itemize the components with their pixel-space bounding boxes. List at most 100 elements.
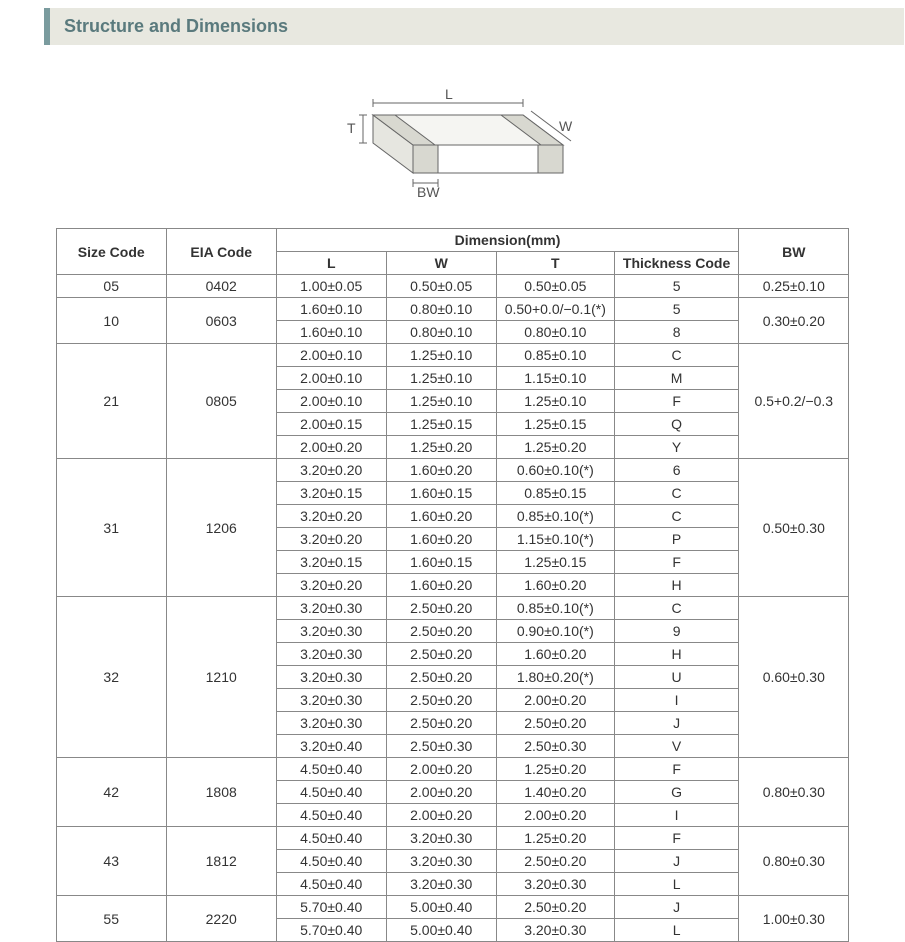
cell-W: 1.25±0.15 bbox=[386, 413, 496, 436]
cell-L: 2.00±0.10 bbox=[276, 390, 386, 413]
cell-thickness-code: I bbox=[614, 804, 738, 827]
cell-L: 3.20±0.30 bbox=[276, 666, 386, 689]
cell-L: 3.20±0.20 bbox=[276, 505, 386, 528]
cell-W: 2.50±0.20 bbox=[386, 666, 496, 689]
cell-thickness-code: V bbox=[614, 735, 738, 758]
cell-W: 1.60±0.20 bbox=[386, 528, 496, 551]
cell-L: 3.20±0.30 bbox=[276, 689, 386, 712]
table-row: 5522205.70±0.405.00±0.402.50±0.20J1.00±0… bbox=[56, 896, 849, 919]
cell-W: 3.20±0.30 bbox=[386, 850, 496, 873]
cell-T: 1.60±0.20 bbox=[496, 643, 614, 666]
cell-T: 2.50±0.30 bbox=[496, 735, 614, 758]
cell-T: 0.85±0.10(*) bbox=[496, 597, 614, 620]
col-thickness-code: Thickness Code bbox=[614, 252, 738, 275]
cell-T: 0.60±0.10(*) bbox=[496, 459, 614, 482]
cell-thickness-code: U bbox=[614, 666, 738, 689]
cell-W: 1.60±0.20 bbox=[386, 505, 496, 528]
svg-text:L: L bbox=[445, 86, 453, 102]
cell-W: 1.25±0.10 bbox=[386, 367, 496, 390]
cell-L: 4.50±0.40 bbox=[276, 873, 386, 896]
dimension-diagram-svg: LWTBW bbox=[303, 55, 603, 205]
cell-size-code: 31 bbox=[56, 459, 166, 597]
cell-L: 5.70±0.40 bbox=[276, 919, 386, 942]
cell-bw: 0.50±0.30 bbox=[739, 459, 849, 597]
table-row: 2108052.00±0.101.25±0.100.85±0.10C0.5+0.… bbox=[56, 344, 849, 367]
cell-thickness-code: J bbox=[614, 850, 738, 873]
cell-bw: 0.30±0.20 bbox=[739, 298, 849, 344]
cell-T: 2.50±0.20 bbox=[496, 712, 614, 735]
cell-thickness-code: 5 bbox=[614, 275, 738, 298]
cell-T: 0.85±0.15 bbox=[496, 482, 614, 505]
cell-T: 0.85±0.10 bbox=[496, 344, 614, 367]
cell-T: 0.50±0.05 bbox=[496, 275, 614, 298]
cell-T: 1.25±0.20 bbox=[496, 758, 614, 781]
cell-T: 3.20±0.30 bbox=[496, 873, 614, 896]
cell-eia-code: 2220 bbox=[166, 896, 276, 942]
cell-L: 2.00±0.10 bbox=[276, 367, 386, 390]
cell-L: 3.20±0.20 bbox=[276, 459, 386, 482]
cell-T: 1.60±0.20 bbox=[496, 574, 614, 597]
cell-W: 5.00±0.40 bbox=[386, 896, 496, 919]
cell-thickness-code: F bbox=[614, 758, 738, 781]
cell-size-code: 42 bbox=[56, 758, 166, 827]
cell-thickness-code: C bbox=[614, 482, 738, 505]
cell-L: 4.50±0.40 bbox=[276, 850, 386, 873]
cell-size-code: 05 bbox=[56, 275, 166, 298]
cell-size-code: 10 bbox=[56, 298, 166, 344]
cell-L: 1.60±0.10 bbox=[276, 298, 386, 321]
svg-text:T: T bbox=[347, 120, 356, 136]
cell-W: 1.25±0.20 bbox=[386, 436, 496, 459]
cell-eia-code: 1206 bbox=[166, 459, 276, 597]
cell-W: 2.50±0.20 bbox=[386, 712, 496, 735]
table-row: 0504021.00±0.050.50±0.050.50±0.0550.25±0… bbox=[56, 275, 849, 298]
cell-L: 2.00±0.20 bbox=[276, 436, 386, 459]
cell-eia-code: 1808 bbox=[166, 758, 276, 827]
cell-W: 0.50±0.05 bbox=[386, 275, 496, 298]
table-row: 3212103.20±0.302.50±0.200.85±0.10(*)C0.6… bbox=[56, 597, 849, 620]
cell-W: 2.50±0.20 bbox=[386, 597, 496, 620]
table-row: 4318124.50±0.403.20±0.301.25±0.20F0.80±0… bbox=[56, 827, 849, 850]
cell-eia-code: 0402 bbox=[166, 275, 276, 298]
cell-T: 2.50±0.20 bbox=[496, 850, 614, 873]
table-row: 4218084.50±0.402.00±0.201.25±0.20F0.80±0… bbox=[56, 758, 849, 781]
cell-W: 0.80±0.10 bbox=[386, 321, 496, 344]
cell-L: 3.20±0.30 bbox=[276, 597, 386, 620]
cell-size-code: 55 bbox=[56, 896, 166, 942]
cell-L: 3.20±0.15 bbox=[276, 551, 386, 574]
cell-W: 2.00±0.20 bbox=[386, 804, 496, 827]
table-row: 1006031.60±0.100.80±0.100.50+0.0/−0.1(*)… bbox=[56, 298, 849, 321]
cell-W: 2.00±0.20 bbox=[386, 781, 496, 804]
cell-thickness-code: F bbox=[614, 551, 738, 574]
col-bw: BW bbox=[739, 229, 849, 275]
cell-thickness-code: 8 bbox=[614, 321, 738, 344]
dimensions-table: Size Code EIA Code Dimension(mm) BW L W … bbox=[56, 228, 850, 942]
col-L: L bbox=[276, 252, 386, 275]
table-row: 3112063.20±0.201.60±0.200.60±0.10(*)60.5… bbox=[56, 459, 849, 482]
cell-bw: 0.80±0.30 bbox=[739, 827, 849, 896]
cell-W: 0.80±0.10 bbox=[386, 298, 496, 321]
col-dimension-group: Dimension(mm) bbox=[276, 229, 739, 252]
cell-thickness-code: 5 bbox=[614, 298, 738, 321]
cell-L: 3.20±0.30 bbox=[276, 712, 386, 735]
cell-W: 3.20±0.30 bbox=[386, 873, 496, 896]
cell-thickness-code: C bbox=[614, 505, 738, 528]
cell-thickness-code: Q bbox=[614, 413, 738, 436]
cell-bw: 0.80±0.30 bbox=[739, 758, 849, 827]
cell-W: 2.00±0.20 bbox=[386, 758, 496, 781]
cell-bw: 0.25±0.10 bbox=[739, 275, 849, 298]
cell-thickness-code: C bbox=[614, 344, 738, 367]
cell-eia-code: 0603 bbox=[166, 298, 276, 344]
cell-T: 2.00±0.20 bbox=[496, 689, 614, 712]
cell-T: 0.85±0.10(*) bbox=[496, 505, 614, 528]
col-size-code: Size Code bbox=[56, 229, 166, 275]
cell-T: 1.80±0.20(*) bbox=[496, 666, 614, 689]
cell-T: 2.50±0.20 bbox=[496, 896, 614, 919]
cell-T: 1.40±0.20 bbox=[496, 781, 614, 804]
cell-W: 2.50±0.20 bbox=[386, 689, 496, 712]
cell-size-code: 43 bbox=[56, 827, 166, 896]
cell-thickness-code: I bbox=[614, 689, 738, 712]
cell-thickness-code: P bbox=[614, 528, 738, 551]
cell-thickness-code: F bbox=[614, 827, 738, 850]
cell-L: 4.50±0.40 bbox=[276, 758, 386, 781]
cell-T: 1.25±0.15 bbox=[496, 551, 614, 574]
